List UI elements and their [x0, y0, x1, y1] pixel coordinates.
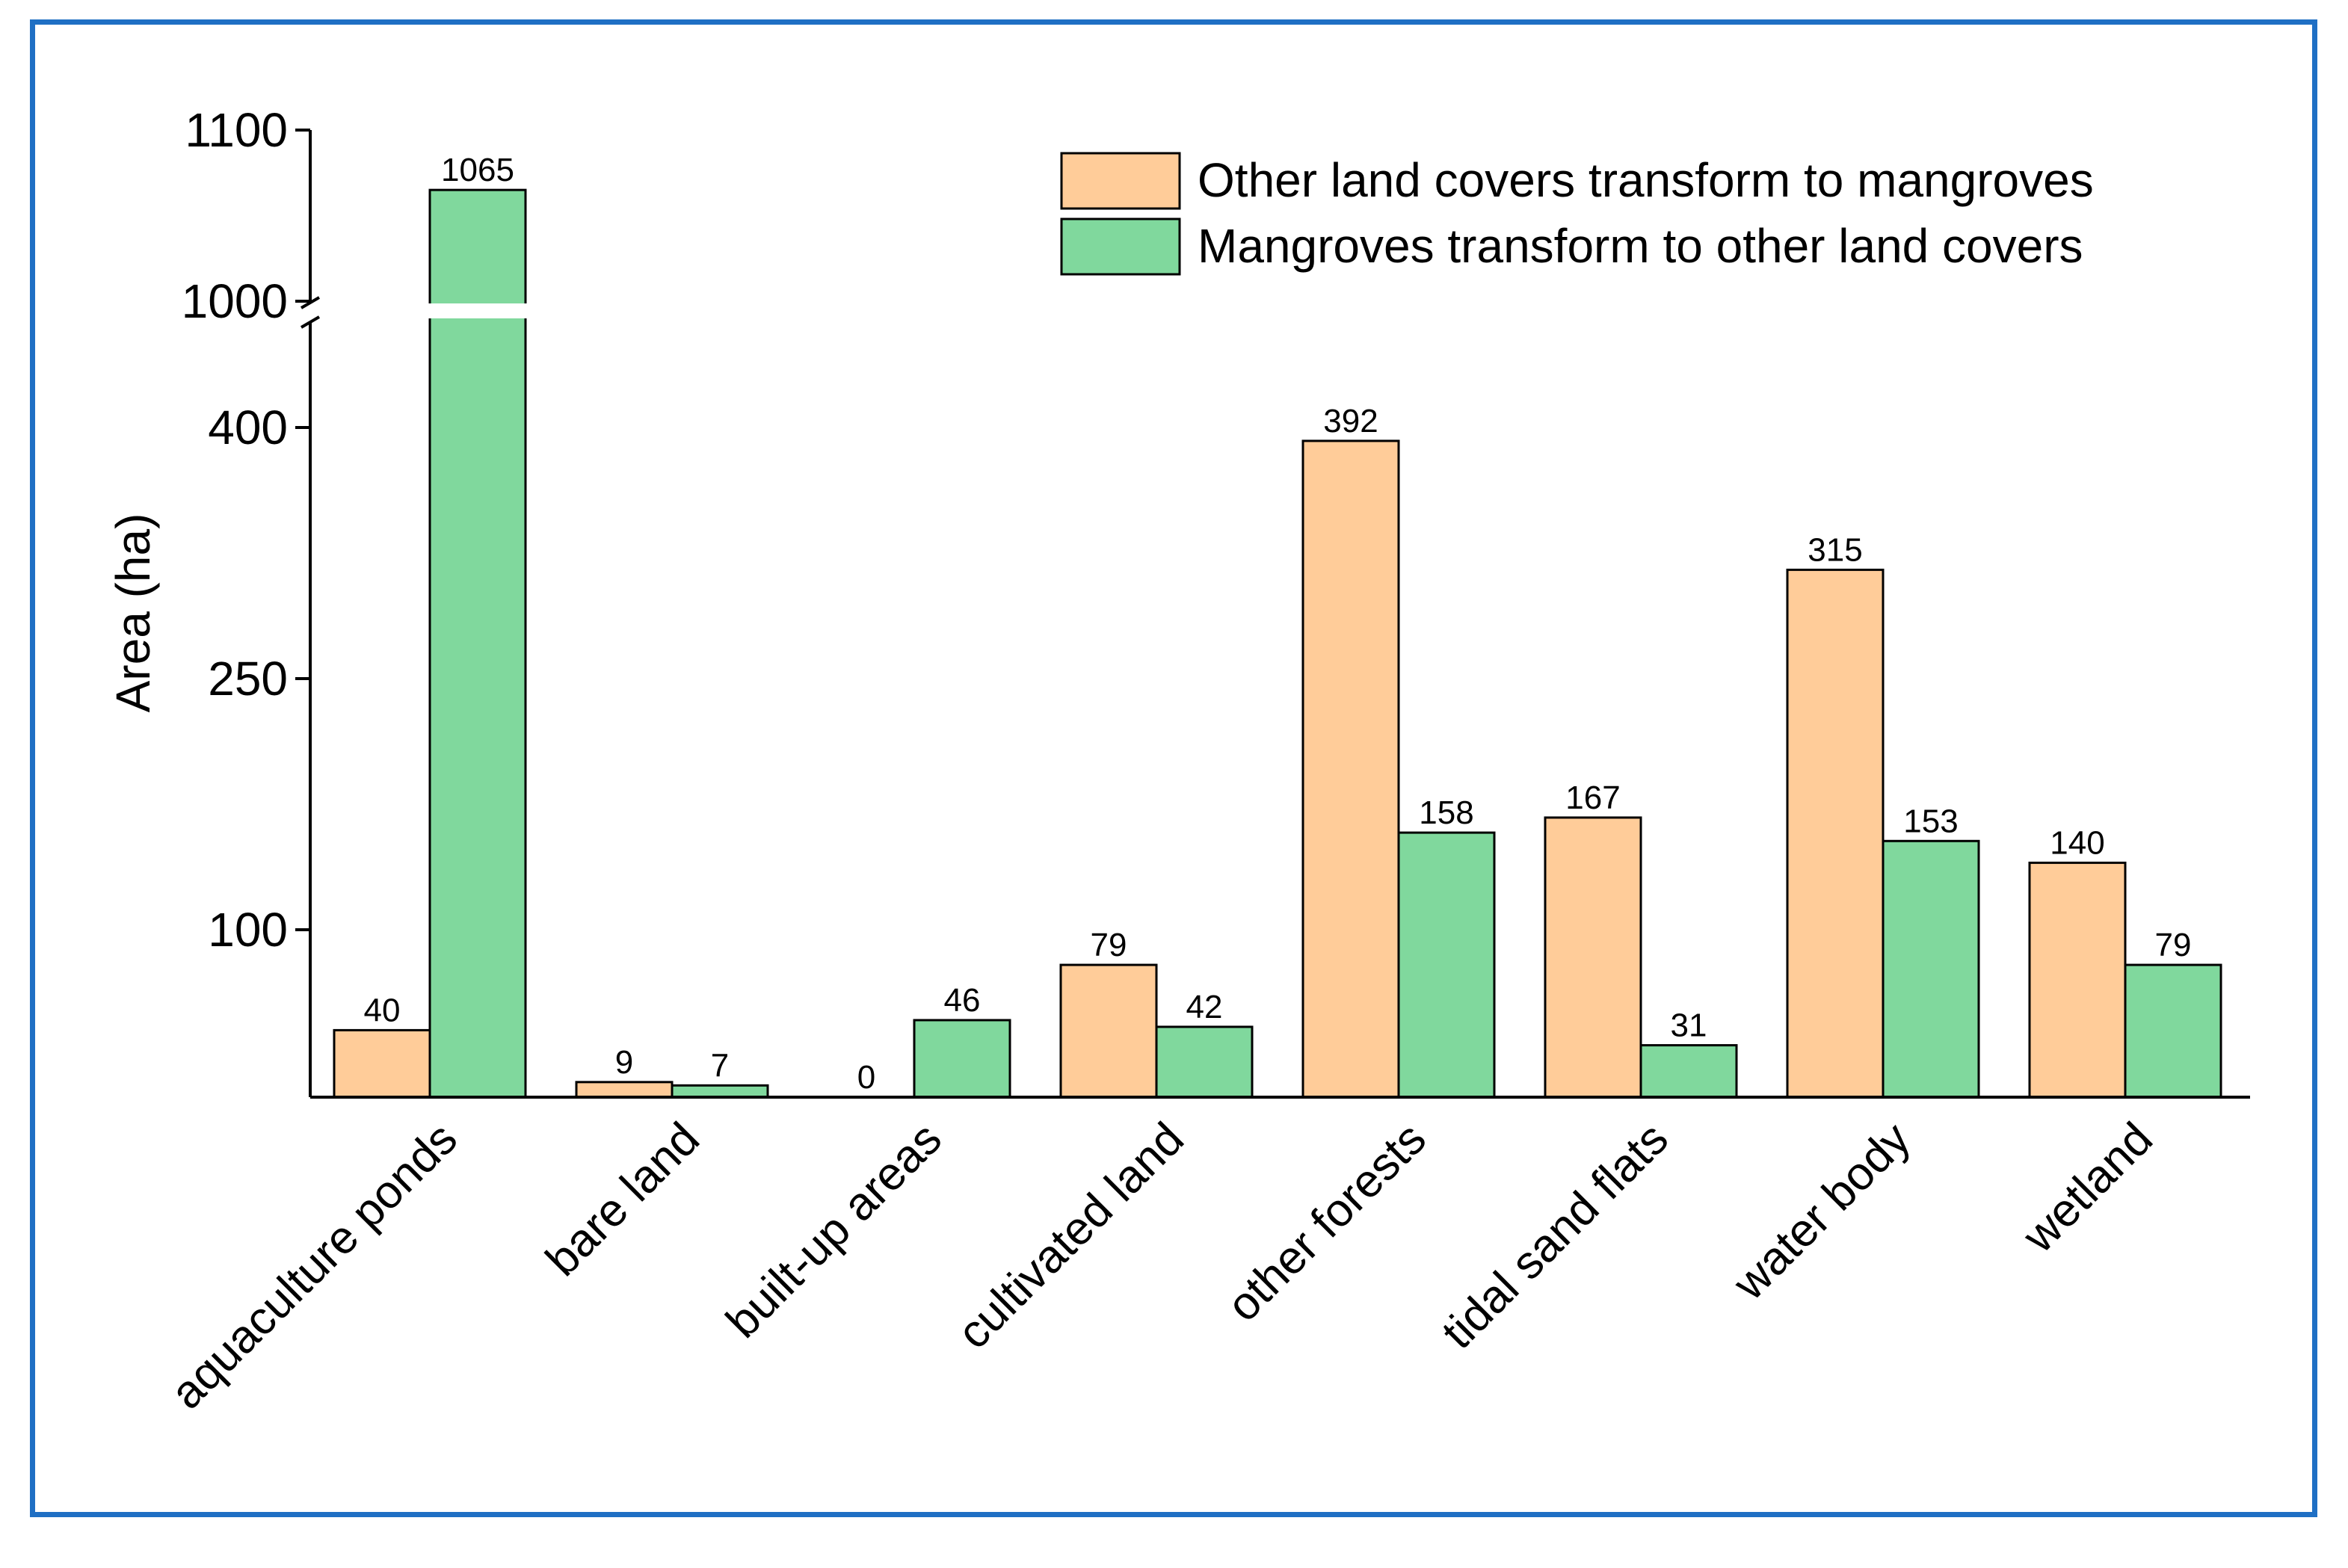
y-tick-label-1000: 1000 [182, 274, 288, 328]
bars-group [333, 188, 2222, 1099]
data-label-built-up-areas-series-1: 0 [857, 1059, 875, 1096]
y-tick-label-250: 250 [208, 652, 288, 706]
x-tick-label-built-up-areas: built-up areas [716, 1113, 951, 1348]
y-axis-break-mark-lower [300, 315, 321, 329]
data-label-other-forests-series-2: 158 [1419, 794, 1473, 831]
bar-tidal-sand-flats-series-1 [1544, 816, 1642, 1099]
y-axis-label: Area (ha) [106, 513, 160, 713]
x-tick-label-aquaculture-ponds: aquaculture ponds [161, 1113, 467, 1419]
data-label-aquaculture-ponds-series-2: 1065 [441, 152, 514, 188]
data-label-other-forests-series-1: 392 [1323, 403, 1378, 439]
x-tick-label-wetland: wetland [2012, 1113, 2163, 1263]
legend-label-series-2: Mangroves transform to other land covers [1198, 219, 2083, 273]
axis-break-gap [428, 303, 530, 318]
bar-cultivated-land-series-2 [1155, 1025, 1254, 1099]
data-label-cultivated-land-series-1: 79 [1091, 927, 1127, 963]
data-labels-group: 40 1065 9 7 0 46 79 42 392 158 167 31 315 153 140 79 [364, 152, 2192, 1096]
data-label-tidal-sand-flats-series-1: 167 [1565, 780, 1620, 816]
y-tick-label-100: 100 [208, 903, 288, 957]
data-label-water-body-series-1: 315 [1808, 531, 1862, 568]
legend-swatch-series-1 [1060, 152, 1181, 210]
x-tick-label-water-body: water body [1723, 1113, 1920, 1310]
data-label-bare-land-series-1: 9 [615, 1044, 633, 1081]
bar-wetland-series-1 [2028, 861, 2127, 1099]
data-label-water-body-series-2: 153 [1903, 803, 1958, 839]
legend-label-series-1: Other land covers transform to mangroves [1198, 153, 2094, 207]
bar-cultivated-land-series-1 [1059, 963, 1158, 1099]
y-tick-label-1100: 1100 [185, 103, 288, 157]
data-label-wetland-series-1: 140 [2050, 824, 2104, 861]
data-label-built-up-areas-series-2: 46 [944, 982, 981, 1019]
x-tick-label-tidal-sand-flats: tidal sand flats [1432, 1113, 1678, 1359]
bar-wetland-series-2 [2124, 963, 2222, 1099]
x-tick-label-bare-land: bare land [536, 1113, 709, 1286]
bar-other-forests-series-1 [1301, 439, 1400, 1099]
y-tick-label-400: 400 [208, 401, 288, 454]
bar-bare-land-series-2 [671, 1084, 769, 1099]
bar-aquaculture-ponds-series-1 [333, 1028, 431, 1099]
data-label-tidal-sand-flats-series-2: 31 [1671, 1007, 1707, 1044]
legend: Other land covers transform to mangroves… [1060, 152, 2094, 276]
x-tick-label-cultivated-land: cultivated land [948, 1113, 1194, 1359]
bar-aquaculture-ponds-series-2 [428, 188, 527, 1099]
data-label-bare-land-series-2: 7 [711, 1047, 729, 1084]
bar-built-up-areas-series-2 [913, 1019, 1011, 1099]
bar-tidal-sand-flats-series-2 [1639, 1044, 1738, 1099]
x-tick-label-other-forests: other forests [1217, 1113, 1435, 1331]
bar-water-body-series-2 [1882, 839, 1980, 1099]
bar-water-body-series-1 [1786, 568, 1885, 1099]
data-label-cultivated-land-series-2: 42 [1186, 989, 1223, 1025]
bar-other-forests-series-2 [1397, 831, 1496, 1099]
bar-bare-land-series-1 [575, 1081, 674, 1099]
legend-swatch-series-2 [1060, 217, 1181, 276]
data-label-wetland-series-2: 79 [2155, 927, 2192, 963]
data-label-aquaculture-ponds-series-1: 40 [364, 992, 401, 1028]
